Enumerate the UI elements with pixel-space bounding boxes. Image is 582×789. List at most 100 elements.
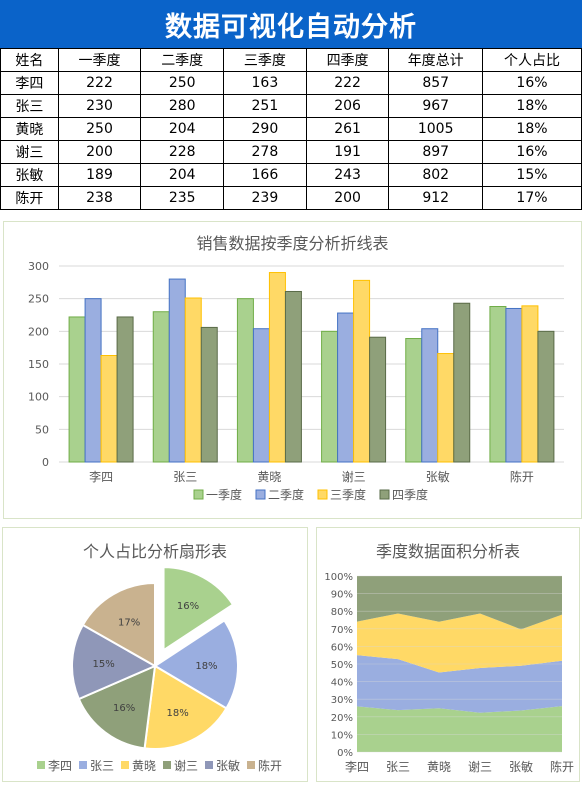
bar (200, 326, 218, 463)
pie-slice (162, 566, 235, 653)
column-header: 姓名 (0, 48, 59, 72)
legend-swatch (37, 761, 45, 769)
area-series (357, 613, 562, 673)
legend-label: 二季度 (268, 487, 304, 502)
bar (84, 298, 102, 463)
value-cell: 17% (481, 186, 582, 210)
y-tick-label: 100 (28, 391, 49, 404)
bar (168, 278, 186, 463)
bar (152, 311, 170, 463)
value-cell: 18% (481, 117, 582, 141)
name-cell: 黄晓 (0, 117, 59, 141)
pie-slice (153, 619, 239, 710)
value-cell: 239 (223, 186, 307, 210)
legend-label: 李四 (48, 758, 72, 773)
legend-swatch (317, 489, 328, 500)
value-cell: 802 (388, 163, 483, 187)
legend-label: 张三 (90, 759, 114, 773)
value-cell: 857 (388, 71, 483, 95)
bar (437, 353, 455, 463)
pie-slice (77, 664, 157, 750)
table-row: 陈开 238 235 239 200 912 17% (0, 186, 582, 210)
legend-label: 陈开 (258, 758, 282, 773)
pie-data-label: 16% (113, 703, 135, 714)
value-cell: 222 (305, 71, 390, 95)
legend-swatch (121, 761, 129, 769)
x-tick-label: 黄晓 (257, 470, 281, 484)
bar (489, 306, 507, 463)
column-header: 个人占比 (481, 48, 582, 72)
y-tick-label: 10% (331, 730, 353, 741)
area-series (357, 576, 562, 630)
value-cell: 16% (481, 140, 582, 164)
y-tick-label: 90% (331, 590, 353, 601)
value-cell: 250 (140, 71, 225, 95)
area-chart-panel: 季度数据面积分析表 0% 10% 20% 30% 40% 50% 60% 70% 80% 90% 1… (316, 527, 580, 782)
bar (236, 298, 254, 463)
x-tick-label: 谢三 (342, 469, 366, 484)
bar (369, 336, 387, 463)
x-tick-label: 李四 (345, 759, 369, 774)
x-tick-label: 黄晓 (427, 760, 451, 774)
area-chart: 0% 10% 20% 30% 40% 50% 60% 70% 80% 90% 100% 李四 张三 黄晓 谢… (324, 572, 574, 774)
value-cell: 230 (57, 94, 142, 118)
value-cell: 15% (481, 163, 582, 187)
pie-slice (71, 623, 158, 701)
legend-swatch (255, 489, 266, 500)
value-cell: 200 (57, 140, 142, 164)
pie-chart: 16% 18% 18% 16% 15% 17% 李四 张三 黄晓 谢三 张敏 陈开 (37, 566, 282, 773)
pie-data-label: 16% (177, 601, 199, 612)
value-cell: 235 (140, 186, 225, 210)
bar (405, 338, 423, 463)
value-cell: 243 (305, 163, 390, 187)
bar (505, 307, 523, 463)
bar (453, 302, 471, 463)
pie-data-label: 18% (166, 708, 188, 719)
bar (537, 330, 555, 463)
area-series (357, 706, 562, 752)
pie-slice (143, 664, 228, 750)
sales-table: 姓名 一季度 二季度 三季度 四季度 年度总计 个人占比 李四 222 250 163 222 857… (0, 48, 582, 210)
table-header-row: 姓名 一季度 二季度 三季度 四季度 年度总计 个人占比 (0, 48, 582, 72)
column-header: 三季度 (223, 48, 307, 72)
x-tick-label: 陈开 (550, 759, 574, 774)
pie-data-label: 15% (92, 659, 114, 670)
x-tick-label: 张三 (173, 470, 197, 484)
value-cell: 200 (305, 186, 390, 210)
value-cell: 166 (223, 163, 307, 187)
bar (321, 330, 339, 463)
bar (252, 328, 270, 463)
x-tick-label: 张敏 (509, 759, 533, 774)
value-cell: 228 (140, 140, 225, 164)
value-cell: 251 (223, 94, 307, 118)
bar (68, 316, 86, 463)
column-header: 一季度 (57, 48, 142, 72)
legend-swatch (79, 761, 87, 769)
value-cell: 189 (57, 163, 142, 187)
column-header: 年度总计 (388, 48, 483, 72)
legend-label: 三季度 (330, 487, 366, 502)
legend-swatch (247, 761, 255, 769)
name-cell: 李四 (0, 71, 59, 95)
legend-swatch (379, 489, 390, 500)
legend-label: 黄晓 (132, 759, 156, 773)
y-tick-label: 0% (337, 748, 353, 759)
y-tick-label: 0 (42, 456, 49, 469)
pie-data-label: 18% (195, 661, 217, 672)
name-cell: 张三 (0, 94, 59, 118)
bar (268, 272, 286, 463)
table-row: 李四 222 250 163 222 857 16% (0, 71, 582, 95)
legend-label: 张敏 (216, 758, 240, 773)
x-tick-label: 陈开 (510, 469, 534, 484)
x-tick-label: 张敏 (426, 469, 450, 484)
y-tick-label: 40% (331, 678, 353, 689)
bar (100, 355, 118, 463)
table-row: 黄晓 250 204 290 261 1005 18% (0, 117, 582, 141)
y-tick-label: 200 (28, 325, 49, 338)
value-cell: 290 (223, 117, 307, 141)
name-cell: 陈开 (0, 186, 59, 210)
value-cell: 912 (388, 186, 483, 210)
value-cell: 204 (140, 117, 225, 141)
pie-chart-panel: 个人占比分析扇形表 16% 18% 18% 16% 15% 17% 李四 张三 黄晓 谢三 张敏 陈开 (2, 527, 308, 782)
